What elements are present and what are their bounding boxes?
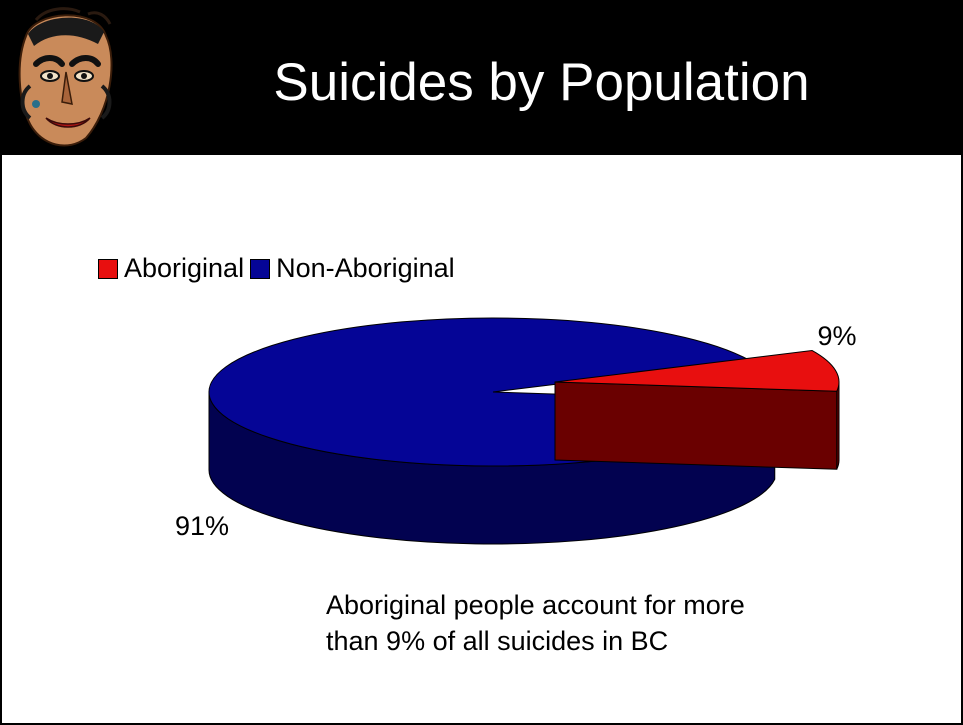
carved-mask-icon: [18, 7, 113, 147]
slide-caption: Aboriginal people account for more than …: [326, 587, 846, 659]
caption-line-2: than 9% of all suicides in BC: [326, 626, 669, 656]
data-label-non-aboriginal: 91%: [175, 511, 229, 541]
legend-item-non-aboriginal: Non-Aboriginal: [250, 253, 455, 284]
slide-title: Suicides by Population: [273, 53, 810, 112]
legend-swatch-aboriginal: [98, 258, 118, 279]
pie-slice-aboriginal: [554, 349, 840, 392]
header-bar: Suicides by Population: [2, 2, 961, 155]
caption-line-1: Aboriginal people account for more: [326, 590, 745, 620]
legend-swatch-non-aboriginal: [250, 258, 271, 279]
pie-slice-cut-aboriginal: [554, 381, 838, 470]
legend-label-non-aboriginal: Non-Aboriginal: [276, 253, 455, 283]
legend-label-aboriginal: Aboriginal: [124, 253, 245, 283]
chart-legend: Aboriginal Non-Aboriginal: [98, 253, 461, 284]
data-label-aboriginal: 9%: [817, 321, 856, 351]
legend-item-aboriginal: Aboriginal: [98, 253, 244, 284]
